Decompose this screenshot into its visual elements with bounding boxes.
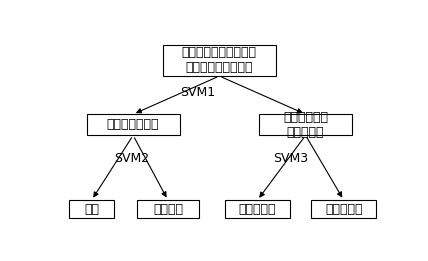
FancyBboxPatch shape	[259, 114, 352, 135]
Text: SVM3: SVM3	[273, 152, 308, 165]
FancyBboxPatch shape	[312, 200, 376, 218]
Text: 正常: 正常	[84, 203, 99, 216]
Text: 放电初期: 放电初期	[153, 203, 183, 216]
FancyBboxPatch shape	[69, 200, 114, 218]
Text: SVM1: SVM1	[180, 86, 215, 99]
Text: 放电发展期、
临界击穿期: 放电发展期、 临界击穿期	[283, 111, 328, 139]
Text: SVM2: SVM2	[114, 152, 149, 165]
Text: 临界击穿期: 临界击穿期	[325, 203, 363, 216]
FancyBboxPatch shape	[163, 45, 276, 76]
FancyBboxPatch shape	[86, 114, 179, 135]
Text: 正常、放电初期: 正常、放电初期	[107, 118, 159, 131]
FancyBboxPatch shape	[137, 200, 199, 218]
Text: 正常、放电初期、放电
发展期、临界击穿期: 正常、放电初期、放电 发展期、临界击穿期	[182, 46, 257, 74]
FancyBboxPatch shape	[225, 200, 290, 218]
Text: 放电发展期: 放电发展期	[239, 203, 276, 216]
